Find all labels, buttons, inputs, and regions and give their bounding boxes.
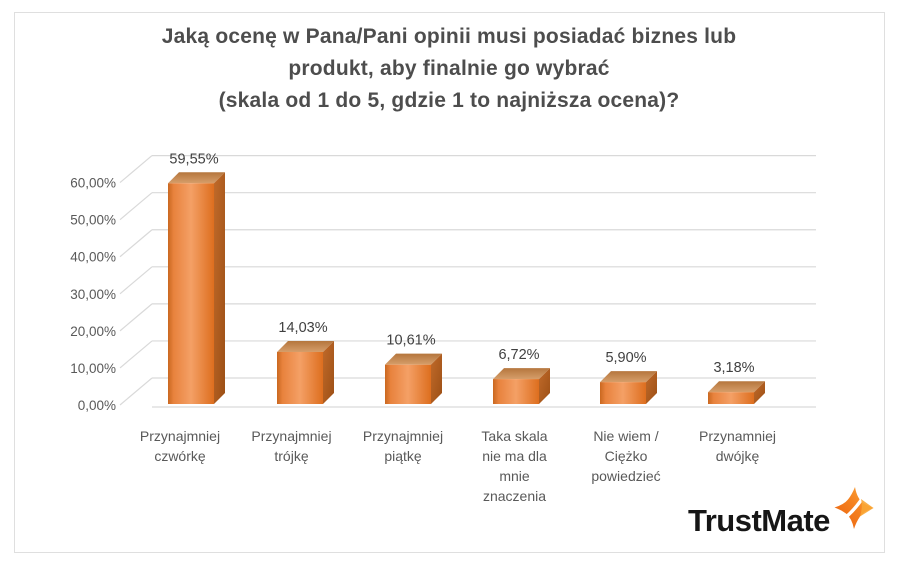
y-axis-tick-label: 40,00% xyxy=(70,250,116,265)
y-axis-tick-label: 20,00% xyxy=(70,324,116,339)
bar-top-face xyxy=(168,172,225,184)
chart-title-line-1: Jaką ocenę w Pana/Pani opinii musi posia… xyxy=(161,25,737,48)
y-axis-tick xyxy=(119,155,153,184)
bar-side-face xyxy=(214,172,225,404)
bar-data-label: 5,90% xyxy=(605,350,646,366)
bar-column xyxy=(493,379,539,404)
bar-top-face xyxy=(385,353,442,365)
y-axis-tick xyxy=(119,303,153,332)
y-axis-tick-label: 10,00% xyxy=(70,361,116,376)
y-axis-tick-label: 0,00% xyxy=(78,398,116,413)
bar-top-face xyxy=(493,368,550,380)
y-axis-tick xyxy=(119,377,153,406)
category-label: Przynajmniej piątkę xyxy=(362,428,444,464)
bar-side-face xyxy=(323,340,334,404)
bar-column xyxy=(708,392,754,404)
bar-side-face xyxy=(754,381,765,404)
bar-side-face xyxy=(539,368,550,404)
category-label: Przynajmniej czwórkę xyxy=(139,428,221,464)
bar-column xyxy=(385,364,431,404)
bar-column xyxy=(168,183,214,404)
chart-title: Jaką ocenę w Pana/Pani opinii musi posia… xyxy=(60,21,838,117)
y-axis-tick-label: 60,00% xyxy=(70,176,116,191)
trustmate-logo: TrustMate xyxy=(688,486,880,550)
star-sparkle-icon xyxy=(834,487,874,529)
bar-data-label: 3,18% xyxy=(713,360,754,376)
category-label: Nie wiem / Ciężko powiedzieć xyxy=(591,428,661,484)
y-axis-tick xyxy=(119,229,153,258)
bar-data-label: 6,72% xyxy=(498,347,539,363)
y-axis-tick xyxy=(119,266,153,295)
bar-data-label: 10,61% xyxy=(386,333,435,349)
bar-data-label: 14,03% xyxy=(278,320,327,336)
bar-top-face xyxy=(600,371,657,383)
category-label: Taka skala nie ma dla mnie znaczenia xyxy=(481,428,548,504)
y-axis-tick-label: 50,00% xyxy=(70,213,116,228)
category-label: Przynamniej dwójkę xyxy=(698,428,777,464)
chart-title-line-3: (skala od 1 do 5, gdzie 1 to najniższa o… xyxy=(218,89,680,112)
category-label: Przynajmniej trójkę xyxy=(251,428,332,464)
bar-data-label: 59,55% xyxy=(169,151,218,167)
bar-column xyxy=(277,351,323,404)
bar-side-face xyxy=(431,353,442,404)
y-axis-tick xyxy=(119,192,153,221)
bar-top-face xyxy=(277,340,334,352)
bar-top-face xyxy=(708,381,765,393)
bar-column xyxy=(600,382,646,404)
trustmate-logo-text: TrustMate xyxy=(688,503,830,538)
y-axis-tick xyxy=(119,340,153,369)
y-axis-tick-label: 30,00% xyxy=(70,287,116,302)
chart-title-line-2: produkt, aby finalnie go wybrać xyxy=(288,57,610,80)
bar-side-face xyxy=(646,371,657,404)
